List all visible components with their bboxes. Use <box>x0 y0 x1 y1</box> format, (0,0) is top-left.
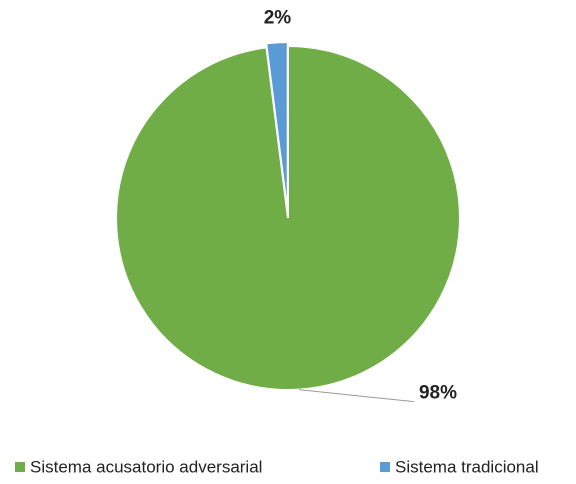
leader-line <box>298 389 415 403</box>
legend-label: Sistema acusatorio adversarial <box>30 457 262 476</box>
pie-slice <box>115 44 461 391</box>
pie-slice <box>265 41 289 215</box>
legend-swatch <box>15 462 25 472</box>
data-label: 98% <box>419 383 457 404</box>
data-label: 2% <box>264 7 292 28</box>
legend-label: Sistema tradicional <box>395 457 539 476</box>
legend-swatch <box>380 462 390 472</box>
